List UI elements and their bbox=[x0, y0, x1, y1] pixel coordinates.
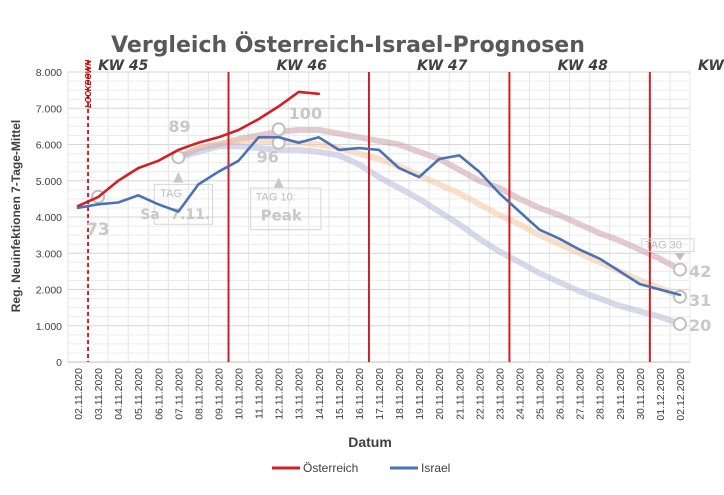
x-tick-label: 24.11.2020 bbox=[514, 368, 526, 420]
annotation-marker bbox=[271, 122, 286, 137]
forecast-line bbox=[175, 137, 683, 300]
x-tick-label: 29.11.2020 bbox=[615, 368, 627, 420]
forecast-line bbox=[175, 127, 683, 273]
legend: Österreich Israel bbox=[272, 461, 450, 475]
x-tick-label: 12.11.2020 bbox=[274, 368, 286, 420]
x-tick-label: 17.11.2020 bbox=[374, 368, 386, 420]
x-tick-label: 30.11.2020 bbox=[635, 368, 647, 420]
annotation-arrow bbox=[674, 253, 685, 261]
annotation-box bbox=[153, 183, 213, 225]
x-tick-label: 06.11.2020 bbox=[153, 368, 165, 420]
y-tick-label: 5.000 bbox=[36, 176, 62, 188]
series-line-israel bbox=[76, 136, 682, 297]
annotation-marker bbox=[672, 316, 687, 331]
annotation-tag: TAG bbox=[160, 188, 182, 200]
x-tick-label: 08.11.2020 bbox=[193, 368, 205, 420]
x-tick-label: 03.11.2020 bbox=[93, 368, 105, 420]
x-tick-label: 21.11.2020 bbox=[454, 368, 466, 420]
x-tick-label: 22.11.2020 bbox=[474, 368, 486, 420]
annotation-value: 73 bbox=[86, 220, 110, 240]
lockdown-label: LOCKDOWN bbox=[84, 60, 93, 108]
x-tick-label: 18.11.2020 bbox=[394, 368, 406, 420]
y-tick-label: 7.000 bbox=[36, 103, 62, 115]
y-tick-label: 1.000 bbox=[36, 321, 62, 333]
week-label: KW 47 bbox=[417, 58, 468, 74]
annotation-value: 42 bbox=[689, 262, 711, 281]
y-tick-label: 6.000 bbox=[36, 140, 62, 152]
annotation-text: Sa bbox=[140, 207, 160, 223]
series-line-oesterreich bbox=[76, 90, 321, 208]
week-label: KW 45 bbox=[98, 58, 149, 74]
annotation-value: 89 bbox=[168, 117, 190, 136]
y-axis-label: Reg. Neuinfektionen 7-Tage-Mittel bbox=[9, 120, 23, 312]
annotation-value: 31 bbox=[689, 291, 711, 310]
annotation-value: 20 bbox=[689, 316, 711, 335]
x-axis-ticks: 02.11.2020 03.11.2020 04.11.2020 05.11.2020… bbox=[73, 368, 687, 421]
x-tick-label: 23.11.2020 bbox=[494, 368, 506, 420]
x-tick-label: 14.11.2020 bbox=[314, 368, 326, 420]
week-label: KW 46 bbox=[277, 58, 328, 74]
x-tick-label: 19.11.2020 bbox=[414, 368, 426, 420]
x-tick-label: 04.11.2020 bbox=[113, 368, 125, 420]
x-tick-label: 25.11.2020 bbox=[535, 368, 547, 420]
week-label: KW 48 bbox=[558, 58, 609, 74]
week-label: KW 49 bbox=[698, 58, 724, 74]
annotation-text: Peak bbox=[261, 207, 303, 225]
x-tick-label: 09.11.2020 bbox=[213, 368, 225, 420]
y-tick-label: 4.000 bbox=[36, 212, 62, 224]
grid bbox=[67, 71, 691, 363]
week-markers: KW 45 KW 46 KW 47 KW 48 KW 49 bbox=[98, 58, 724, 362]
annotation-text: 7.11. bbox=[170, 207, 210, 223]
legend-label-oesterreich: Österreich bbox=[303, 461, 358, 475]
annotation-arrow bbox=[173, 171, 184, 183]
annotation-arrow bbox=[273, 177, 284, 188]
x-tick-label: 01.12.2020 bbox=[655, 368, 667, 421]
annotation-tag: TAG 30 bbox=[645, 240, 682, 252]
y-tick-label: 3.000 bbox=[36, 248, 62, 260]
annotation-value: 96 bbox=[257, 148, 279, 167]
x-tick-label: 05.11.2020 bbox=[133, 368, 145, 420]
x-tick-label: 10.11.2020 bbox=[234, 368, 246, 420]
annotation-value: 100 bbox=[289, 104, 322, 123]
x-tick-label: 28.11.2020 bbox=[595, 368, 607, 420]
x-tick-label: 15.11.2020 bbox=[334, 368, 346, 420]
chart-title: Vergleich Österreich-Israel-Prognosen bbox=[111, 32, 585, 58]
x-tick-label: 20.11.2020 bbox=[434, 368, 446, 420]
y-tick-label: 2.000 bbox=[36, 285, 62, 297]
series-lines bbox=[76, 90, 682, 297]
y-tick-label: 0 bbox=[56, 357, 62, 369]
annotation-box bbox=[250, 187, 322, 231]
x-tick-label: 11.11.2020 bbox=[254, 368, 266, 419]
forecast-lines bbox=[175, 127, 683, 327]
x-axis-label: Datum bbox=[348, 434, 392, 450]
annotation-box bbox=[641, 238, 695, 252]
x-tick-label: 26.11.2020 bbox=[555, 368, 567, 420]
x-tick-label: 07.11.2020 bbox=[173, 368, 185, 420]
x-tick-label: 13.11.2020 bbox=[294, 368, 306, 420]
annotation-marker bbox=[672, 262, 687, 277]
x-tick-label: 27.11.2020 bbox=[575, 368, 587, 420]
forecast-line bbox=[175, 143, 683, 327]
annotation-tag: TAG 10: bbox=[256, 192, 296, 204]
x-tick-label: 02.11.2020 bbox=[73, 368, 85, 420]
y-tick-label: 8.000 bbox=[36, 67, 62, 79]
x-tick-label: 16.11.2020 bbox=[354, 368, 366, 420]
y-axis-ticks: 0 1.000 2.000 3.000 4.000 5.000 6.000 7.000 8.00… bbox=[36, 67, 62, 369]
legend-label-israel: Israel bbox=[421, 461, 450, 475]
x-tick-label: 02.12.2020 bbox=[675, 368, 687, 421]
